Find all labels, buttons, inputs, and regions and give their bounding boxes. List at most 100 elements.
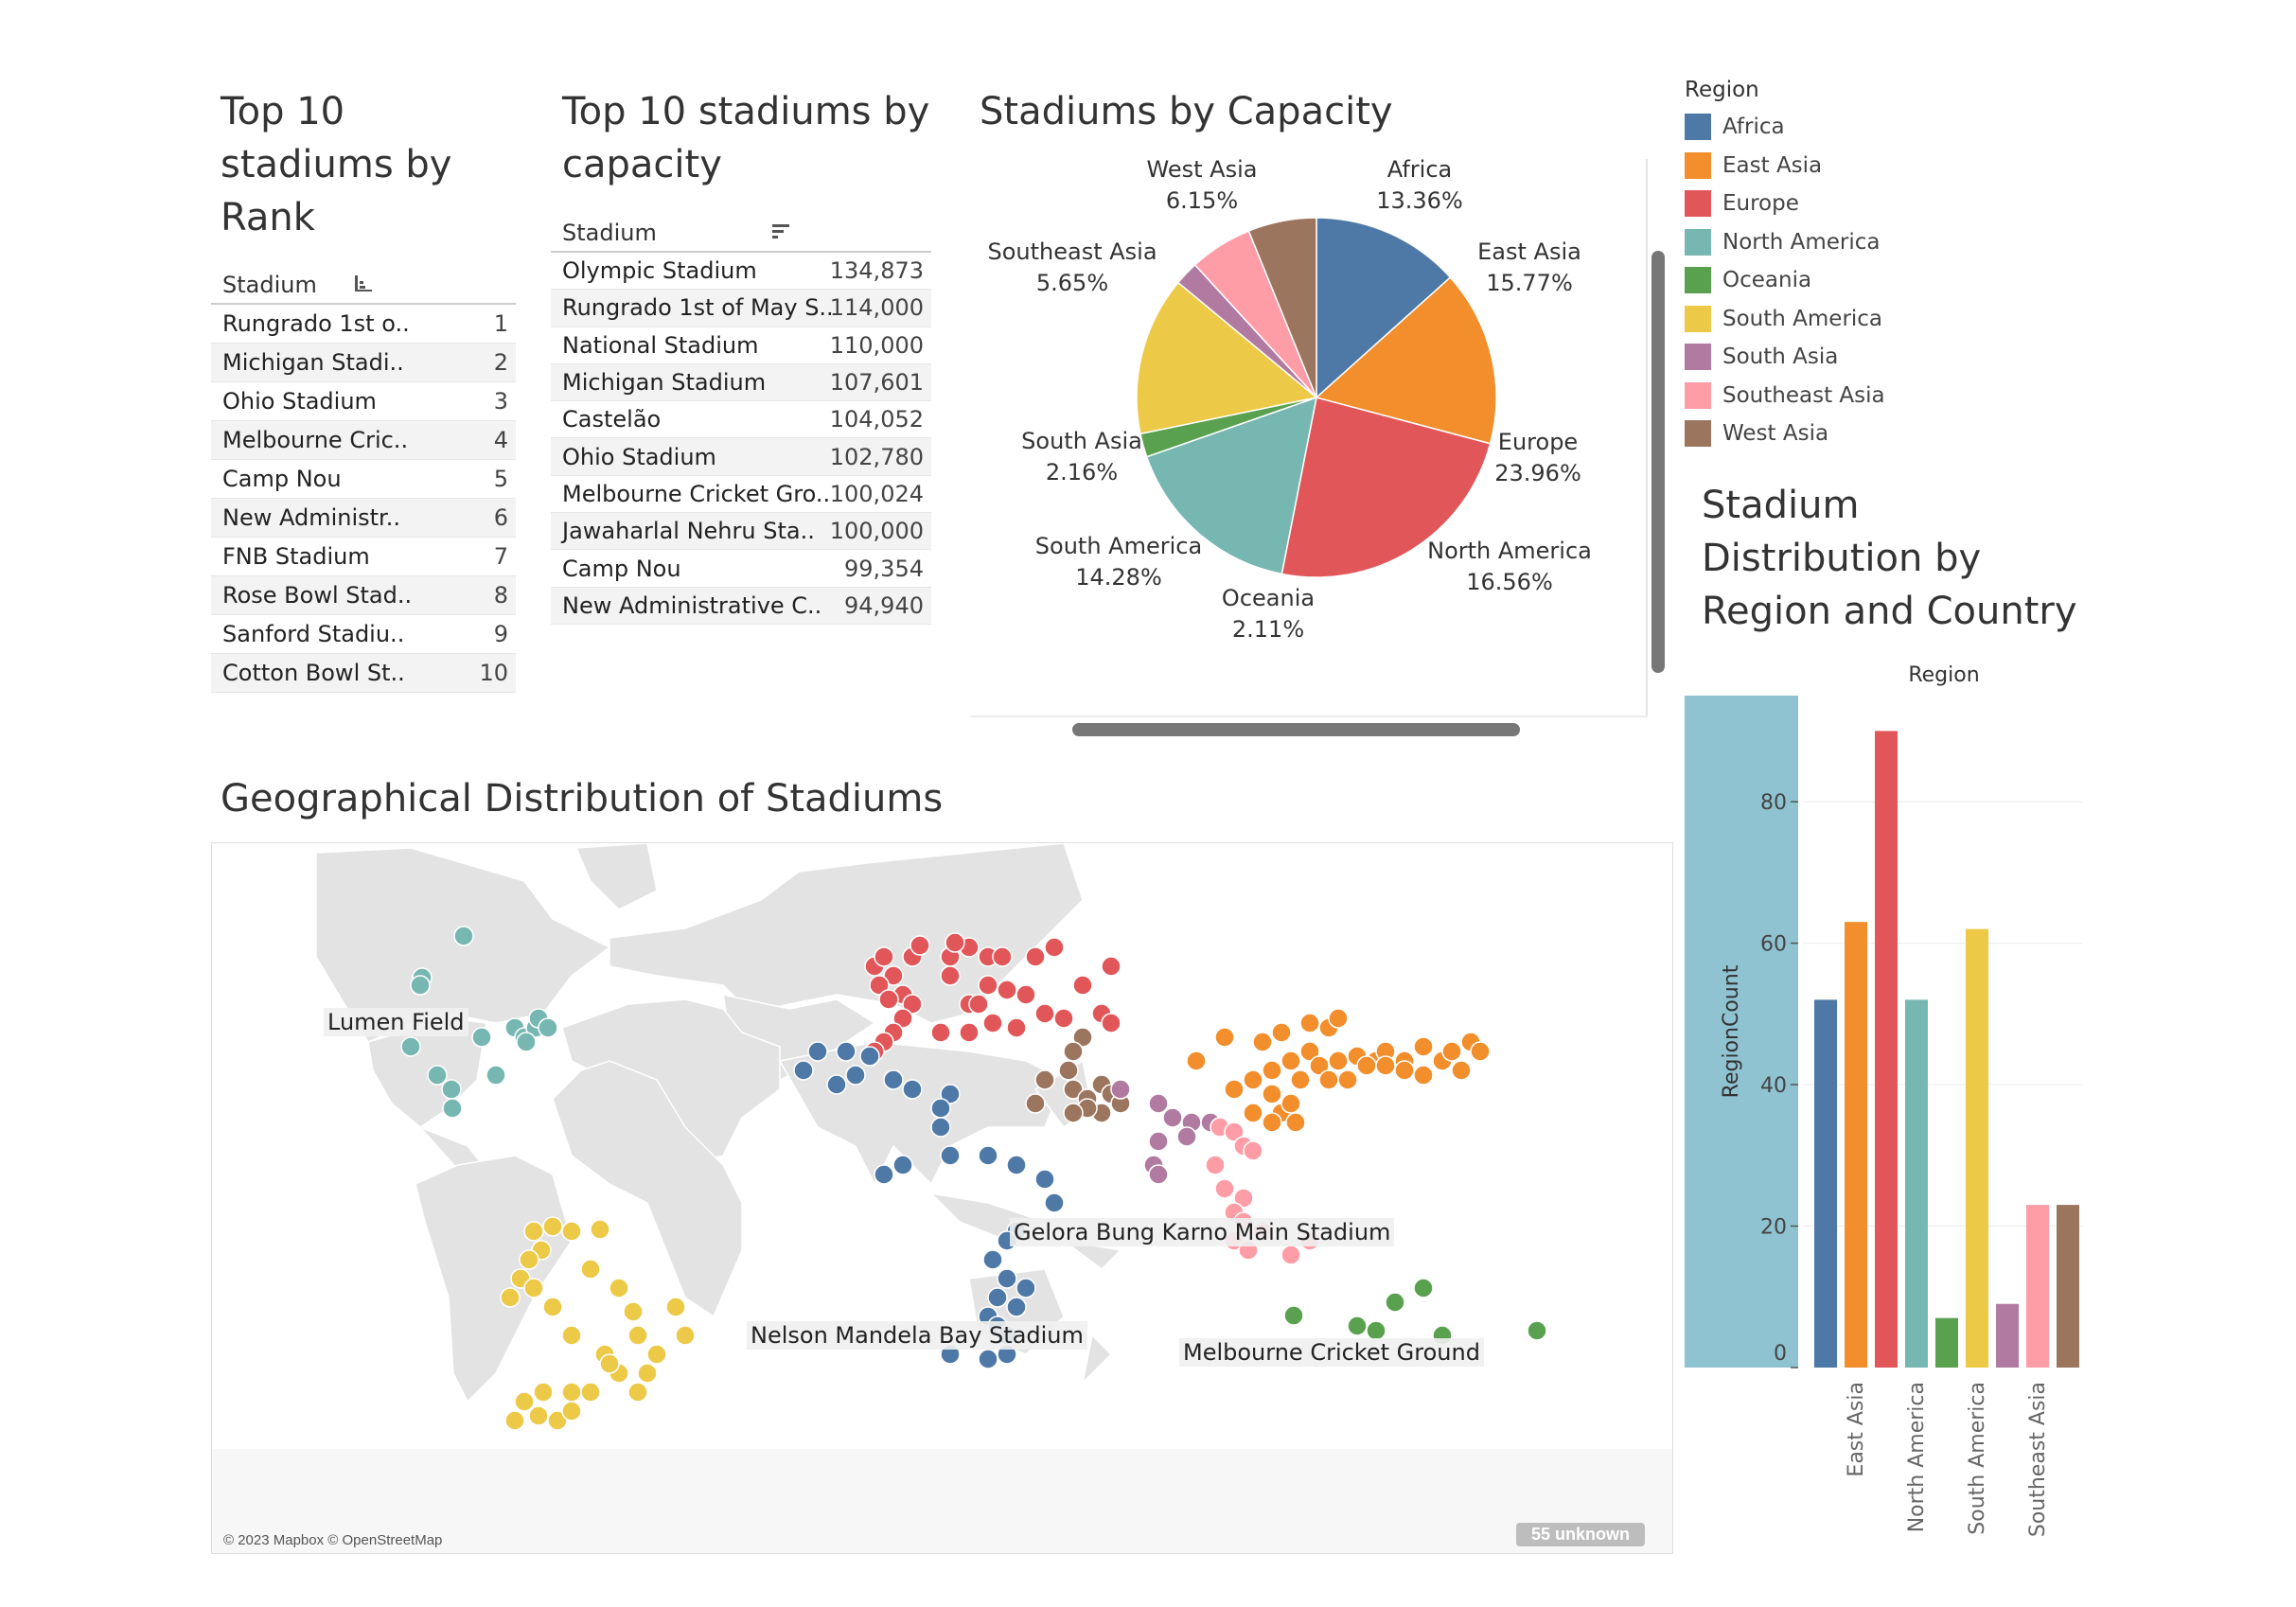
stadium-marker[interactable] xyxy=(1058,1060,1079,1081)
stadium-marker[interactable] xyxy=(997,980,1017,1000)
stadium-marker[interactable] xyxy=(1148,1131,1169,1152)
stadium-marker[interactable] xyxy=(1044,937,1065,958)
stadium-marker[interactable] xyxy=(542,1216,563,1237)
stadium-marker[interactable] xyxy=(1034,1169,1055,1190)
legend-item[interactable]: West Asia xyxy=(1685,415,1885,453)
stadium-marker[interactable] xyxy=(940,1145,961,1166)
stadium-marker[interactable] xyxy=(523,1221,544,1242)
bar-oceania[interactable] xyxy=(1935,1317,1958,1368)
stadium-marker[interactable] xyxy=(453,926,474,946)
stadium-marker[interactable] xyxy=(580,1259,601,1280)
rank-table-row[interactable]: Camp Nou 5 xyxy=(211,460,516,499)
stadium-marker[interactable] xyxy=(902,994,923,1015)
rank-table-row[interactable]: Ohio Stadium 3 xyxy=(211,382,516,421)
stadium-marker[interactable] xyxy=(627,1382,648,1403)
stadium-marker[interactable] xyxy=(1186,1051,1207,1071)
stadium-marker[interactable] xyxy=(845,1065,866,1086)
stadium-marker[interactable] xyxy=(561,1382,582,1403)
stadium-marker[interactable] xyxy=(609,1278,629,1298)
stadium-marker[interactable] xyxy=(646,1344,667,1365)
rank-table-header[interactable]: Stadium xyxy=(211,267,516,305)
stadium-marker[interactable] xyxy=(1233,1188,1254,1209)
legend-item[interactable]: North America xyxy=(1685,223,1885,262)
capacity-table-row[interactable]: Jawaharlal Nehru Sta.. 100,000 xyxy=(551,513,931,551)
vertical-scrollbar[interactable] xyxy=(1651,251,1665,673)
stadium-marker[interactable] xyxy=(1025,946,1046,967)
stadium-marker[interactable] xyxy=(987,1287,1008,1308)
stadium-marker[interactable] xyxy=(982,1249,1003,1270)
stadium-marker[interactable] xyxy=(1016,1278,1036,1298)
stadium-marker[interactable] xyxy=(1243,1069,1263,1090)
stadium-marker[interactable] xyxy=(978,1145,998,1166)
stadium-marker[interactable] xyxy=(533,1382,554,1403)
stadium-marker[interactable] xyxy=(1413,1065,1434,1086)
stadium-marker[interactable] xyxy=(1290,1069,1311,1090)
stadium-marker[interactable] xyxy=(940,965,961,986)
rank-table-row[interactable]: Michigan Stadi.. 2 xyxy=(211,344,516,382)
pie-slice-africa[interactable] xyxy=(1316,217,1452,399)
stadium-marker[interactable] xyxy=(1328,1051,1349,1071)
stadium-marker[interactable] xyxy=(1262,1112,1282,1133)
stadium-marker[interactable] xyxy=(1110,1079,1131,1100)
stadium-marker[interactable] xyxy=(538,1017,558,1038)
stadium-marker[interactable] xyxy=(1280,1245,1301,1265)
stadium-marker[interactable] xyxy=(793,1060,814,1081)
stadium-marker[interactable] xyxy=(1243,1103,1263,1123)
stadium-marker[interactable] xyxy=(1006,1017,1027,1038)
stadium-marker[interactable] xyxy=(1309,1055,1330,1076)
stadium-marker[interactable] xyxy=(869,975,890,996)
stadium-marker[interactable] xyxy=(471,1027,492,1048)
stadium-marker[interactable] xyxy=(1205,1155,1226,1175)
capacity-table-header[interactable]: Stadium xyxy=(551,215,931,253)
stadium-marker[interactable] xyxy=(1285,1112,1306,1133)
stadium-marker[interactable] xyxy=(959,1022,980,1043)
stadium-marker[interactable] xyxy=(930,1022,951,1043)
stadium-marker[interactable] xyxy=(1148,1093,1169,1114)
stadium-marker[interactable] xyxy=(1053,1008,1074,1029)
stadium-marker[interactable] xyxy=(930,1098,951,1119)
stadium-marker[interactable] xyxy=(1072,975,1093,996)
stadium-marker[interactable] xyxy=(1470,1041,1491,1062)
stadium-marker[interactable] xyxy=(1224,1121,1245,1142)
sort-icon[interactable] xyxy=(353,273,374,298)
stadium-marker[interactable] xyxy=(400,1036,421,1057)
rank-table-row[interactable]: Melbourne Cric.. 4 xyxy=(211,421,516,460)
stadium-marker[interactable] xyxy=(978,1349,998,1369)
capacity-table-row[interactable]: Michigan Stadium 107,601 xyxy=(551,363,931,402)
capacity-table-row[interactable]: New Administrative C.. 94,940 xyxy=(551,587,931,625)
stadium-marker[interactable] xyxy=(1224,1079,1245,1100)
stadium-marker[interactable] xyxy=(1283,1305,1304,1326)
rank-table-row[interactable]: Rose Bowl Stad.. 8 xyxy=(211,576,516,615)
stadium-marker[interactable] xyxy=(1006,1155,1027,1175)
stadium-marker[interactable] xyxy=(859,1046,880,1067)
stadium-marker[interactable] xyxy=(441,1079,462,1100)
stadium-marker[interactable] xyxy=(486,1065,506,1086)
rank-table-row[interactable]: Cotton Bowl St.. 10 xyxy=(211,654,516,693)
stadium-marker[interactable] xyxy=(427,1065,448,1086)
stadium-marker[interactable] xyxy=(902,1079,923,1100)
stadium-marker[interactable] xyxy=(1394,1060,1415,1081)
stadium-marker[interactable] xyxy=(1347,1316,1368,1336)
pie-slice-east-asia[interactable] xyxy=(1315,276,1497,445)
stadium-marker[interactable] xyxy=(826,1074,847,1095)
rank-table-row[interactable]: FNB Stadium 7 xyxy=(211,538,516,576)
stadium-marker[interactable] xyxy=(665,1297,686,1317)
capacity-table-row[interactable]: Ohio Stadium 102,780 xyxy=(551,438,931,476)
stadium-marker[interactable] xyxy=(1025,1093,1046,1114)
stadium-marker[interactable] xyxy=(519,1249,539,1270)
legend-item[interactable]: Southeast Asia xyxy=(1685,377,1885,415)
stadium-marker[interactable] xyxy=(528,1405,549,1426)
sort-icon[interactable] xyxy=(770,221,793,246)
stadium-marker[interactable] xyxy=(637,1363,658,1384)
stadium-marker[interactable] xyxy=(1527,1320,1547,1341)
stadium-marker[interactable] xyxy=(1214,1027,1235,1048)
stadium-marker[interactable] xyxy=(561,1221,582,1242)
legend-item[interactable]: Europe xyxy=(1685,185,1885,223)
legend-item[interactable]: South Asia xyxy=(1685,338,1885,377)
y-axis-header[interactable] xyxy=(1685,696,1798,1368)
stadium-marker[interactable] xyxy=(940,1084,961,1104)
capacity-table-row[interactable]: Castelão 104,052 xyxy=(551,401,931,439)
stadium-marker[interactable] xyxy=(523,1278,544,1298)
capacity-table-row[interactable]: Camp Nou 99,354 xyxy=(551,550,931,588)
legend-item[interactable]: South America xyxy=(1685,300,1885,339)
